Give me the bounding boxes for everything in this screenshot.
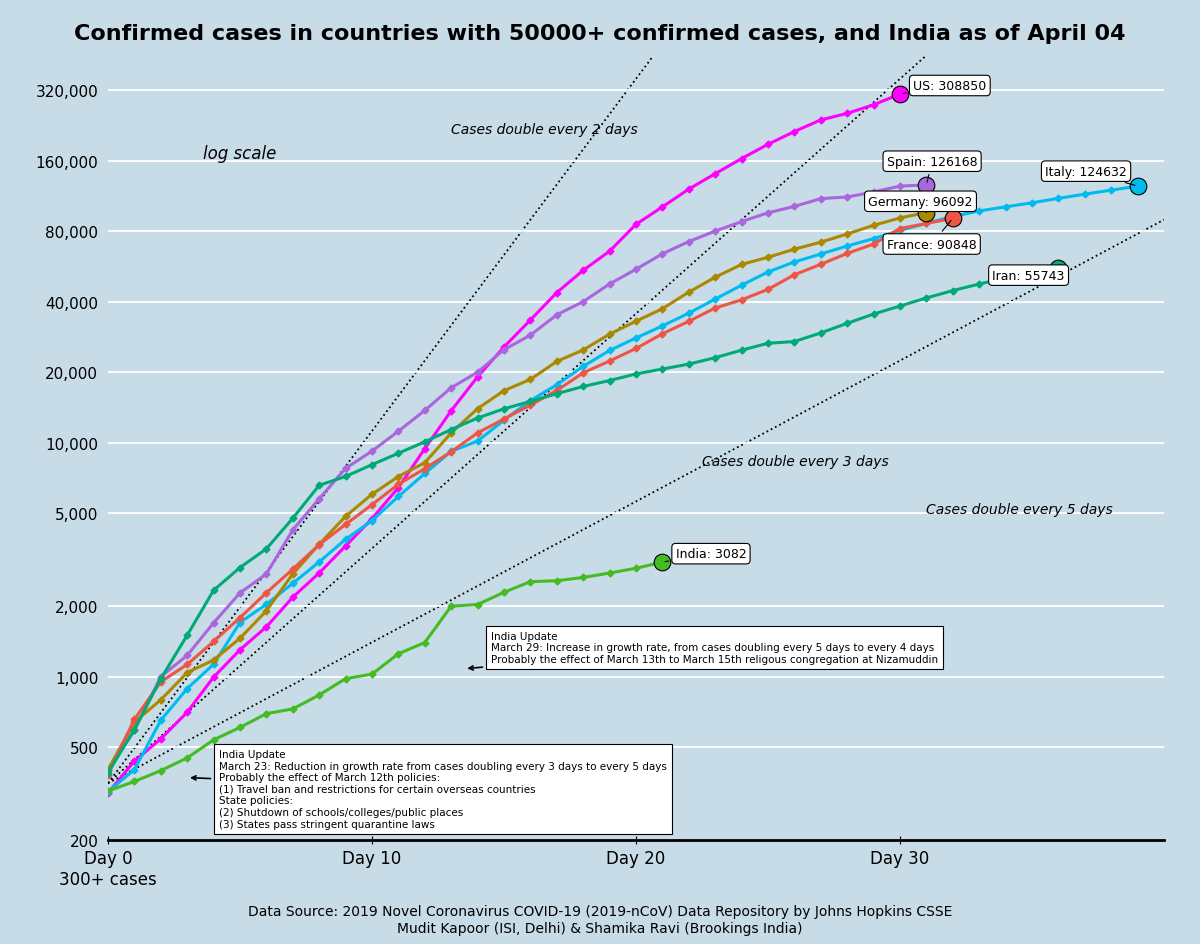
Text: Spain: 126168: Spain: 126168 [887,156,978,183]
Text: India Update
March 29: Increase in growth rate, from cases doubling every 5 days: India Update March 29: Increase in growt… [469,632,938,670]
Text: Data Source: 2019 Novel Coronavirus COVID-19 (2019-nCoV) Data Repository by John: Data Source: 2019 Novel Coronavirus COVI… [248,904,952,935]
Text: India: 3082: India: 3082 [665,548,746,562]
Text: France: 90848: France: 90848 [887,221,977,251]
Text: Cases double every 5 days: Cases double every 5 days [926,502,1114,516]
Text: log scale: log scale [203,144,276,162]
Text: US: 308850: US: 308850 [902,80,986,94]
Text: Cases double every 3 days: Cases double every 3 days [702,455,889,469]
Text: Confirmed cases in countries with 50000+ confirmed cases, and India as of April : Confirmed cases in countries with 50000+… [74,24,1126,43]
Text: Germany: 96092: Germany: 96092 [869,195,973,213]
Text: India Update
March 23: Reduction in growth rate from cases doubling every 3 days: India Update March 23: Reduction in grow… [192,750,667,829]
Text: Cases double every 2 days: Cases double every 2 days [451,123,638,137]
Text: Iran: 55743: Iran: 55743 [992,269,1064,282]
Text: Italy: 124632: Italy: 124632 [1045,165,1135,186]
